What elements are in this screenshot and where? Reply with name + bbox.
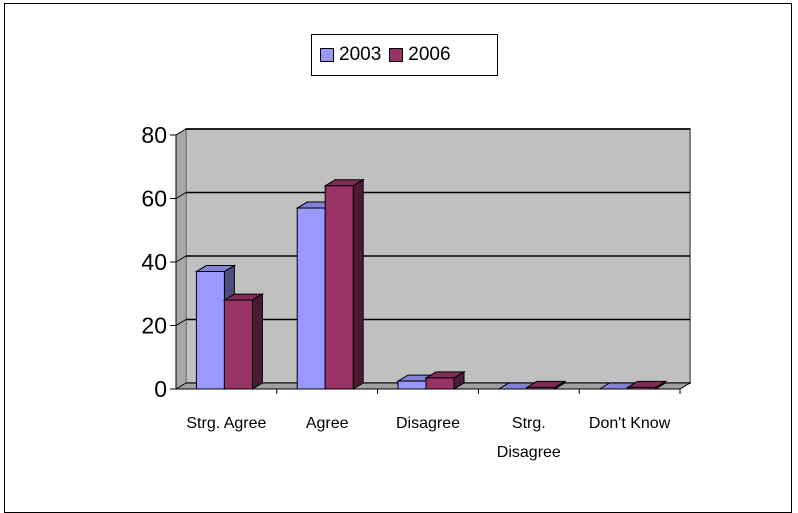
y-tick-label-0: 0 — [154, 376, 167, 402]
bar-2003-2 — [398, 381, 426, 389]
bar-2006-1 — [325, 186, 353, 389]
x-tick-label-3-line0: Strg. — [512, 415, 546, 432]
x-tick-label-0: Strg. Agree — [186, 415, 266, 432]
y-tick-label-20: 20 — [141, 313, 167, 339]
bar-2006-0 — [224, 300, 252, 389]
bar-2003-1 — [297, 208, 325, 389]
bar-2003-0 — [196, 272, 224, 389]
x-tick-label-4: Don't Know — [589, 415, 671, 432]
y-tick-label-60: 60 — [141, 186, 167, 212]
x-tick-label-2: Disagree — [396, 415, 460, 432]
x-tick-label-3-line1: Disagree — [497, 444, 561, 461]
x-tick-label-1: Agree — [306, 415, 349, 432]
bar-2006-3 — [527, 387, 555, 389]
y-tick-label-40: 40 — [141, 249, 167, 275]
bar-2006-4 — [628, 387, 656, 389]
bar-2006-2 — [426, 378, 454, 389]
bar-2006-1-side — [353, 180, 363, 389]
y-tick-label-80: 80 — [141, 122, 167, 148]
bar-2006-0-side — [252, 294, 262, 389]
